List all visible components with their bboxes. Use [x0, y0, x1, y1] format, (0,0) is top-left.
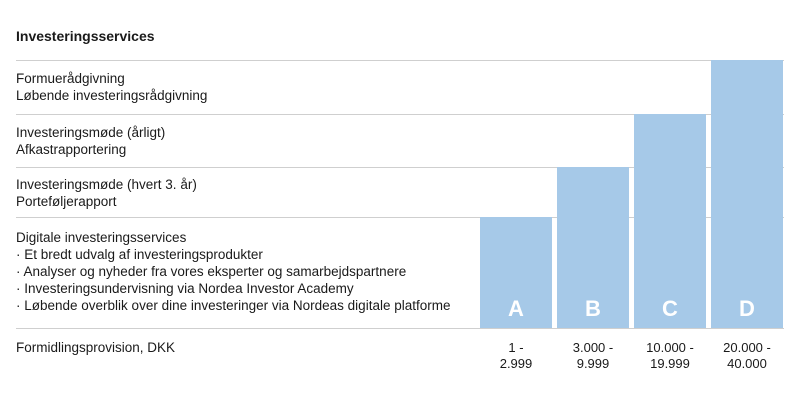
- price-range-line: 2.999: [499, 356, 533, 371]
- row-line: · Et bredt udvalg af investeringsprodukt…: [16, 247, 263, 262]
- price-range-line: 40.000: [727, 356, 767, 371]
- price-range-d: 20.000 -40.000: [711, 340, 783, 372]
- row-line: · Investeringsundervisning via Nordea In…: [16, 281, 354, 296]
- chart-title: Investeringsservices: [16, 28, 155, 44]
- price-range-b: 3.000 -9.999: [557, 340, 629, 372]
- bar-c: C: [634, 114, 706, 328]
- row-line: Løbende investeringsrådgivning: [16, 88, 208, 103]
- row-line: Formuerådgivning: [16, 71, 125, 86]
- row-line: · Analyser og nyheder fra vores eksperte…: [16, 264, 407, 279]
- row-digitale-services: Digitale investeringsservices · Et bredt…: [16, 229, 450, 314]
- divider: [16, 114, 784, 115]
- row-line: Digitale investeringsservices: [16, 230, 187, 245]
- bar-d: D: [711, 60, 783, 328]
- price-range-c: 10.000 -19.999: [634, 340, 706, 372]
- row-formuerådgivning: Formuerådgivning Løbende investeringsråd…: [16, 70, 207, 104]
- divider: [16, 217, 784, 218]
- bar-label: D: [739, 296, 755, 321]
- price-range-line: 10.000 -: [646, 340, 694, 355]
- bar-a: A: [480, 217, 552, 328]
- bar-b: B: [557, 167, 629, 328]
- row-investeringsmøde-3-aar: Investeringsmøde (hvert 3. år) Portefølj…: [16, 176, 197, 210]
- price-range-line: 9.999: [576, 356, 610, 371]
- bar-label: C: [662, 296, 678, 321]
- row-investeringsmøde-årligt: Investeringsmøde (årligt) Afkastrapporte…: [16, 124, 165, 158]
- price-range-line: 19.999: [650, 356, 690, 371]
- bar-label: A: [508, 296, 524, 321]
- row-line: Porteføljerapport: [16, 194, 117, 209]
- price-range-line: 20.000 -: [723, 340, 771, 355]
- price-range-line: 3.000 -: [572, 340, 614, 355]
- row-line: Investeringsmøde (hvert 3. år): [16, 177, 197, 192]
- divider: [16, 167, 784, 168]
- footer-label: Formidlingsprovision, DKK: [16, 340, 176, 355]
- row-line: · Løbende overblik over dine investering…: [16, 298, 451, 313]
- divider: [16, 328, 784, 329]
- row-line: Investeringsmøde (årligt): [16, 125, 166, 140]
- price-range-a: 1 -2.999: [480, 340, 552, 372]
- price-range-line: 1 -: [508, 340, 524, 355]
- divider: [16, 60, 784, 61]
- bar-label: B: [585, 296, 601, 321]
- row-line: Afkastrapportering: [16, 142, 127, 157]
